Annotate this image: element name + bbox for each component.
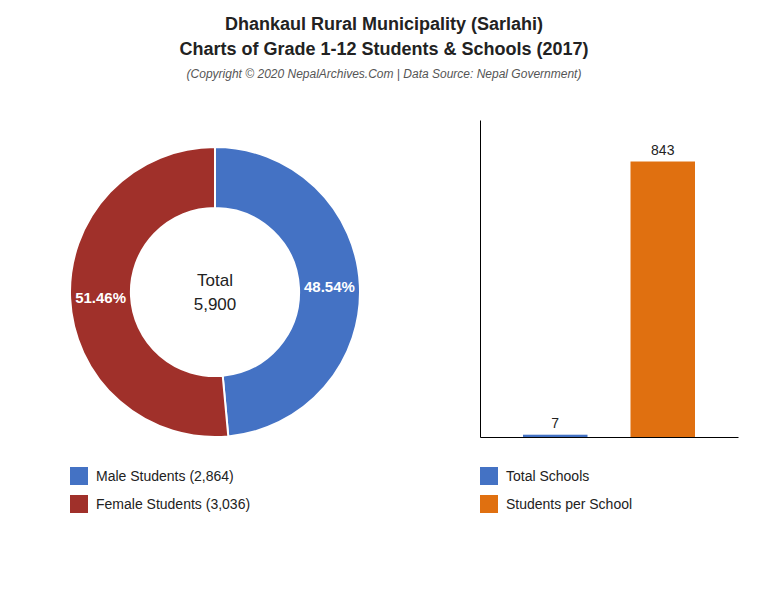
legend-label: Male Students (2,864) bbox=[96, 468, 234, 484]
legend-item: Female Students (3,036) bbox=[70, 495, 250, 513]
title: Charts of Grade 1-12 Students & Schools … bbox=[179, 39, 588, 59]
bar bbox=[631, 162, 696, 437]
legend-item: Male Students (2,864) bbox=[70, 467, 234, 485]
slice bbox=[70, 147, 228, 437]
y-axis bbox=[480, 121, 481, 438]
subtitle: (Copyright © 2020 NepalArchives.Com | Da… bbox=[187, 67, 582, 81]
chart-root: Dhankaul Rural Municipality (Sarlahi) Cha… bbox=[0, 0, 768, 597]
data-label: 51.46% bbox=[75, 289, 126, 306]
bar-chart: 7 843 Total Schools Students per School bbox=[480, 121, 739, 514]
bars bbox=[523, 162, 695, 437]
legend-item: Students per School bbox=[480, 495, 632, 513]
slice bbox=[215, 147, 360, 436]
legend-swatch bbox=[70, 495, 88, 513]
pie-chart: 48.54% 51.46% Total 5,900 Male Students (2,8… bbox=[70, 147, 360, 513]
legend-label: Total Schools bbox=[506, 468, 589, 484]
legend-swatch bbox=[480, 467, 498, 485]
title: Dhankaul Rural Municipality (Sarlahi) bbox=[225, 14, 543, 34]
data-labels: 7 843 bbox=[551, 142, 674, 431]
annotation: Total bbox=[197, 271, 233, 290]
legend: Male Students (2,864) Female Students (3,… bbox=[70, 467, 250, 513]
data-label: 7 bbox=[551, 415, 559, 431]
data-label: 843 bbox=[651, 142, 675, 158]
x-axis bbox=[481, 437, 739, 438]
annotation: 5,900 bbox=[194, 295, 237, 314]
x-axis-line bbox=[481, 437, 739, 438]
bar bbox=[523, 435, 588, 437]
data-label: 48.54% bbox=[304, 278, 355, 295]
legend-item: Total Schools bbox=[480, 467, 589, 485]
slices bbox=[70, 147, 360, 437]
legend-swatch bbox=[70, 467, 88, 485]
legend-label: Students per School bbox=[506, 496, 632, 512]
legend-label: Female Students (3,036) bbox=[96, 496, 250, 512]
legend: Total Schools Students per School bbox=[480, 467, 632, 513]
y-axis-line bbox=[480, 121, 481, 438]
legend-swatch bbox=[480, 495, 498, 513]
